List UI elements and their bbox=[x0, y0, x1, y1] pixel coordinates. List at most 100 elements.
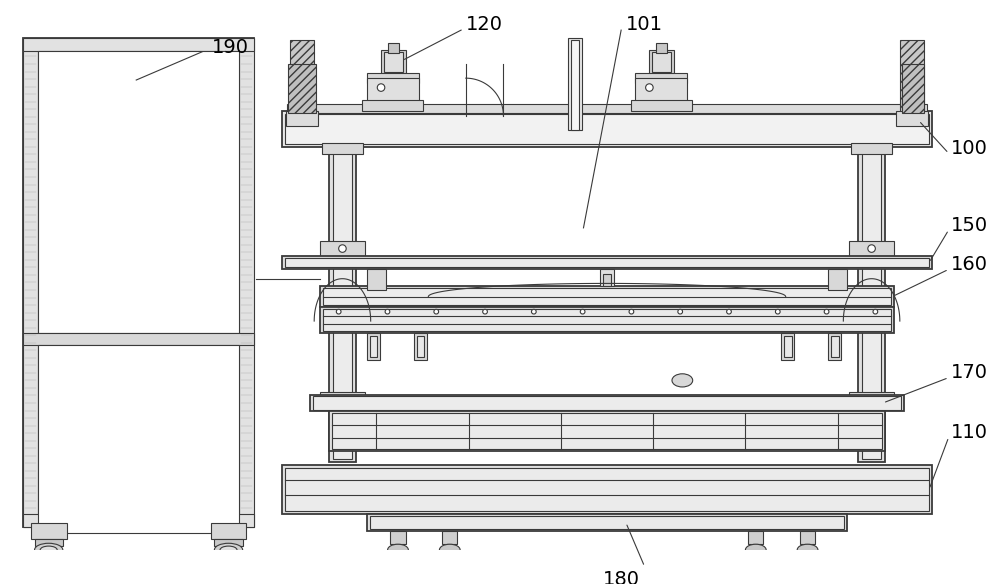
Text: 101: 101 bbox=[626, 15, 663, 34]
Bar bbox=[329, 412, 885, 451]
Bar bbox=[781, 333, 794, 360]
Bar bbox=[285, 468, 929, 511]
Ellipse shape bbox=[745, 544, 766, 555]
Bar bbox=[35, 538, 63, 546]
Bar bbox=[568, 37, 582, 130]
Circle shape bbox=[868, 245, 875, 252]
Text: 120: 120 bbox=[466, 15, 503, 34]
Bar bbox=[858, 147, 885, 463]
Bar bbox=[38, 51, 239, 333]
Bar bbox=[896, 111, 928, 126]
Circle shape bbox=[824, 310, 829, 314]
Bar bbox=[287, 103, 927, 113]
Ellipse shape bbox=[672, 374, 693, 387]
Circle shape bbox=[646, 84, 653, 91]
Bar bbox=[323, 288, 891, 305]
Bar bbox=[320, 307, 894, 333]
Text: 180: 180 bbox=[603, 571, 640, 584]
Bar bbox=[635, 78, 687, 102]
Bar bbox=[370, 516, 844, 529]
Bar bbox=[849, 392, 894, 406]
Bar bbox=[862, 150, 881, 460]
Bar bbox=[320, 241, 365, 256]
Circle shape bbox=[775, 310, 780, 314]
Bar bbox=[384, 52, 403, 72]
Bar bbox=[239, 37, 254, 527]
Bar bbox=[313, 397, 901, 409]
Ellipse shape bbox=[214, 543, 243, 557]
Bar bbox=[656, 43, 667, 53]
Bar bbox=[23, 514, 254, 527]
Bar bbox=[367, 514, 847, 531]
Bar bbox=[320, 392, 365, 406]
Bar bbox=[831, 336, 839, 357]
Bar bbox=[367, 74, 419, 83]
Bar bbox=[282, 256, 932, 269]
Text: 110: 110 bbox=[951, 423, 988, 442]
Text: 190: 190 bbox=[212, 37, 249, 57]
Bar bbox=[381, 50, 406, 77]
Bar bbox=[362, 100, 423, 111]
Text: 150: 150 bbox=[951, 215, 988, 235]
Bar bbox=[31, 523, 67, 538]
Bar bbox=[631, 100, 692, 111]
Bar bbox=[849, 241, 894, 256]
Bar bbox=[649, 50, 674, 77]
Bar bbox=[442, 531, 457, 544]
Bar bbox=[748, 531, 763, 544]
Circle shape bbox=[385, 310, 390, 314]
Text: 100: 100 bbox=[951, 139, 988, 158]
Ellipse shape bbox=[797, 544, 818, 555]
Bar bbox=[329, 147, 356, 463]
Bar bbox=[23, 37, 254, 527]
Bar bbox=[828, 269, 847, 290]
Bar bbox=[285, 114, 929, 144]
Bar bbox=[652, 52, 671, 72]
Circle shape bbox=[531, 310, 536, 314]
Bar bbox=[600, 269, 614, 286]
Bar bbox=[23, 333, 254, 345]
Circle shape bbox=[580, 310, 585, 314]
Text: 170: 170 bbox=[951, 363, 988, 383]
Bar bbox=[388, 43, 399, 53]
Circle shape bbox=[727, 310, 731, 314]
Bar bbox=[390, 531, 406, 544]
Bar bbox=[370, 336, 377, 357]
Ellipse shape bbox=[220, 546, 237, 554]
Bar bbox=[414, 333, 427, 360]
Bar bbox=[286, 111, 318, 126]
Circle shape bbox=[629, 310, 634, 314]
Bar bbox=[23, 37, 38, 527]
Ellipse shape bbox=[439, 544, 460, 555]
Bar bbox=[282, 465, 932, 514]
Bar bbox=[23, 37, 254, 51]
Circle shape bbox=[434, 310, 439, 314]
Bar bbox=[635, 74, 687, 83]
Bar bbox=[603, 274, 611, 286]
Bar bbox=[323, 309, 891, 332]
Circle shape bbox=[483, 310, 487, 314]
Bar bbox=[571, 40, 579, 130]
Ellipse shape bbox=[40, 546, 57, 554]
Circle shape bbox=[873, 310, 878, 314]
Bar bbox=[367, 78, 419, 102]
Circle shape bbox=[678, 310, 683, 314]
Bar bbox=[310, 395, 904, 412]
Bar bbox=[332, 413, 882, 449]
Bar bbox=[285, 258, 929, 267]
Bar bbox=[290, 40, 314, 113]
Bar bbox=[211, 523, 246, 538]
Ellipse shape bbox=[388, 544, 408, 555]
Bar bbox=[784, 336, 792, 357]
Bar bbox=[828, 333, 841, 360]
Bar bbox=[902, 64, 924, 113]
Bar bbox=[900, 40, 924, 113]
Circle shape bbox=[336, 310, 341, 314]
Bar bbox=[320, 286, 894, 307]
Bar bbox=[851, 143, 892, 154]
Bar bbox=[333, 150, 352, 460]
Bar bbox=[367, 269, 386, 290]
Bar bbox=[38, 345, 239, 533]
Bar bbox=[282, 111, 932, 147]
Bar bbox=[214, 538, 243, 546]
